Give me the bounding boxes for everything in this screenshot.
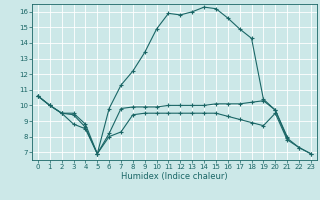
X-axis label: Humidex (Indice chaleur): Humidex (Indice chaleur) (121, 172, 228, 181)
